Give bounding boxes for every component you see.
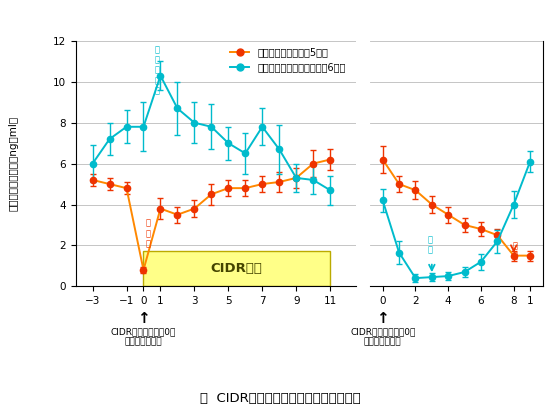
Text: 発
情: 発 情	[428, 235, 433, 254]
Text: ↑: ↑	[137, 311, 150, 326]
Text: CIDR留置: CIDR留置	[211, 262, 263, 275]
Text: 発
情: 発 情	[513, 241, 518, 261]
Text: CIDR抜き去り日（0）
からの経過日数: CIDR抜き去り日（0） からの経過日数	[350, 327, 416, 346]
Text: ↑: ↑	[376, 311, 389, 326]
Bar	[143, 250, 330, 286]
Text: 黄
体
開
花
期: 黄 体 開 花 期	[155, 45, 160, 96]
Text: CIDR処置開始日（0）
からの経過日数: CIDR処置開始日（0） からの経過日数	[111, 327, 176, 346]
Legend: 発情日区（黒毛和種5頭）, 黄体開花期区（日本短角種6頭）: 発情日区（黒毛和種5頭）, 黄体開花期区（日本短角種6頭）	[226, 43, 349, 76]
Text: 発
情
日: 発 情 日	[146, 219, 151, 249]
Text: 黄体ホルモン濃度（ng／ml）: 黄体ホルモン濃度（ng／ml）	[9, 116, 19, 211]
Text: 図  CIDR処置前後の黄体ホルモンの推移: 図 CIDR処置前後の黄体ホルモンの推移	[199, 392, 361, 405]
